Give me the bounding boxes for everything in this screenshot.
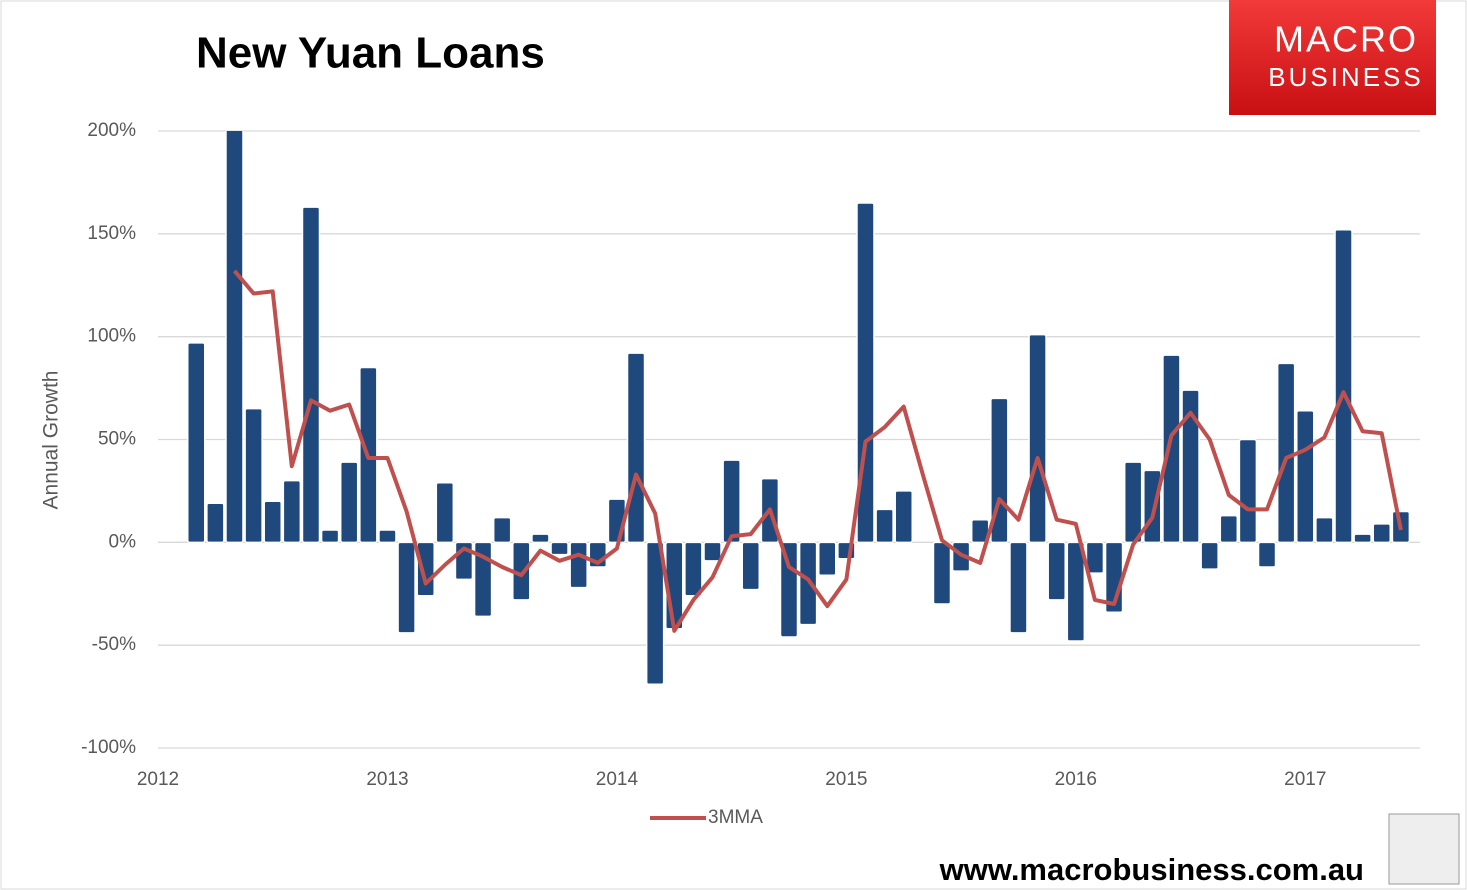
y-tick-label: 0% xyxy=(109,531,137,552)
bar xyxy=(703,541,722,562)
bar xyxy=(435,481,455,544)
y-tick-label: 50% xyxy=(98,429,136,450)
bar xyxy=(1276,362,1296,544)
bar xyxy=(894,490,913,544)
bar xyxy=(569,541,588,589)
line xyxy=(232,269,1403,633)
bar xyxy=(856,202,875,544)
bar xyxy=(798,541,818,626)
bar xyxy=(187,342,206,544)
bar xyxy=(416,541,435,597)
bar xyxy=(1085,541,1105,574)
legend-label: 3MMA xyxy=(708,807,763,828)
plot-area: -100% -50% 0% 50% 100% 150% 200% 2012 2013 2014 20… xyxy=(81,120,1420,828)
bar xyxy=(645,541,665,685)
bar xyxy=(1334,228,1353,544)
bar xyxy=(206,502,225,544)
y-tick-label: -50% xyxy=(92,634,136,655)
x-tick-label: 2017 xyxy=(1284,769,1326,790)
bar xyxy=(282,479,302,544)
bar xyxy=(1009,541,1028,634)
bar xyxy=(1123,461,1143,544)
bar xyxy=(684,541,703,597)
bar xyxy=(1028,333,1047,544)
bar xyxy=(1257,541,1277,568)
bar xyxy=(1181,389,1200,544)
x-tick-label: 2015 xyxy=(825,769,867,790)
bar xyxy=(1143,469,1162,544)
bar xyxy=(1066,541,1086,642)
bar xyxy=(378,529,397,544)
bar xyxy=(320,529,340,544)
footer-url: www.macrobusiness.com.au xyxy=(939,852,1364,887)
bar xyxy=(531,533,550,544)
bar xyxy=(550,541,569,556)
chart-title: New Yuan Loans xyxy=(196,29,545,78)
x-tick-label: 2014 xyxy=(596,769,639,790)
bar xyxy=(818,541,837,576)
bar xyxy=(492,516,512,544)
x-tick-label: 2012 xyxy=(137,769,179,790)
bar xyxy=(1353,533,1372,544)
bar xyxy=(1200,541,1219,570)
y-tick-label: 150% xyxy=(87,223,136,244)
bar xyxy=(225,131,244,544)
fox-icon xyxy=(1388,813,1460,885)
bars xyxy=(187,131,1411,685)
x-tick-label: 2013 xyxy=(366,769,408,790)
bar xyxy=(1296,409,1315,544)
bar xyxy=(779,541,799,638)
y-axis-label: Annual Growth xyxy=(40,371,63,510)
bar xyxy=(263,500,282,544)
bar xyxy=(741,541,760,591)
bar xyxy=(1238,438,1258,544)
bar xyxy=(1162,354,1181,544)
y-tick-label: 100% xyxy=(87,326,136,347)
x-tick-label: 2016 xyxy=(1055,769,1097,790)
bar xyxy=(722,459,741,544)
bar xyxy=(1219,514,1239,544)
bar xyxy=(244,407,263,544)
bar xyxy=(626,352,646,544)
y-tick-label: 200% xyxy=(87,120,136,141)
logo-text: MACRO xyxy=(1274,19,1418,60)
bar xyxy=(397,541,416,634)
bar xyxy=(1047,541,1066,601)
bar xyxy=(875,508,894,544)
bar xyxy=(301,206,321,544)
y-tick-label: -100% xyxy=(81,737,136,758)
logo xyxy=(1229,0,1436,115)
bar xyxy=(932,541,952,605)
bar xyxy=(1372,523,1391,544)
bar xyxy=(339,461,359,544)
logo-text: BUSINESS xyxy=(1268,62,1424,92)
bar xyxy=(1315,516,1334,544)
